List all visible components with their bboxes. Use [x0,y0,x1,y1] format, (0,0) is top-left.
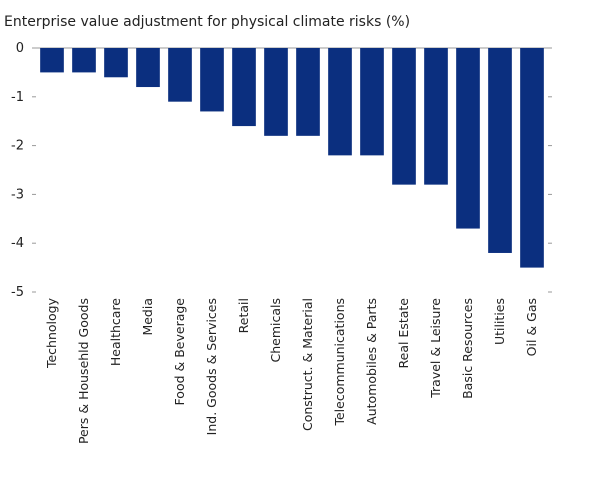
y-tick-label: -4 [11,236,24,251]
y-tick-label: -1 [11,90,24,105]
bar [168,48,192,102]
x-tick-label: Pers & Househld Goods [76,298,91,444]
bar [40,48,64,73]
bar [296,48,320,136]
x-tick-label: Telecommunications [332,298,347,427]
x-tick-label: Travel & Leisure [428,298,443,399]
bar [328,48,352,156]
bar [456,48,480,229]
y-tick-labels: 0 -1 -2 -3 -4 -5 [11,41,24,300]
y-tick-label: -2 [11,139,24,154]
bar [104,48,128,78]
x-tick-labels: Technology Pers & Househld Goods Healthcar… [44,297,539,444]
bar [488,48,512,253]
x-tick-label: Utilities [492,298,507,345]
chart-title: Enterprise value adjustment for physical… [4,14,411,30]
bar [264,48,288,136]
x-tick-label: Healthcare [108,298,123,366]
y-tick-label: 0 [16,41,24,56]
x-tick-label: Technology [44,297,59,369]
x-tick-label: Ind. Goods & Services [204,298,219,435]
bar [200,48,224,112]
bars-group [40,48,544,268]
x-tick-label: Food & Beverage [172,298,187,406]
x-tick-label: Media [140,298,155,336]
x-tick-label: Construct. & Material [300,298,315,431]
y-tick-label: -5 [11,285,24,300]
bar [232,48,256,127]
bar [360,48,384,156]
bar [520,48,544,268]
bar [72,48,96,73]
y-tick-label: -3 [11,187,24,202]
bar [136,48,160,88]
x-tick-label: Automobiles & Parts [364,298,379,425]
x-tick-label: Basic Resources [460,298,475,399]
x-tick-label: Oil & Gas [524,298,539,356]
x-tick-label: Retail [236,298,251,333]
x-tick-label: Real Estate [396,298,411,369]
bar [424,48,448,185]
x-tick-label: Chemicals [268,298,283,363]
bar [392,48,416,185]
